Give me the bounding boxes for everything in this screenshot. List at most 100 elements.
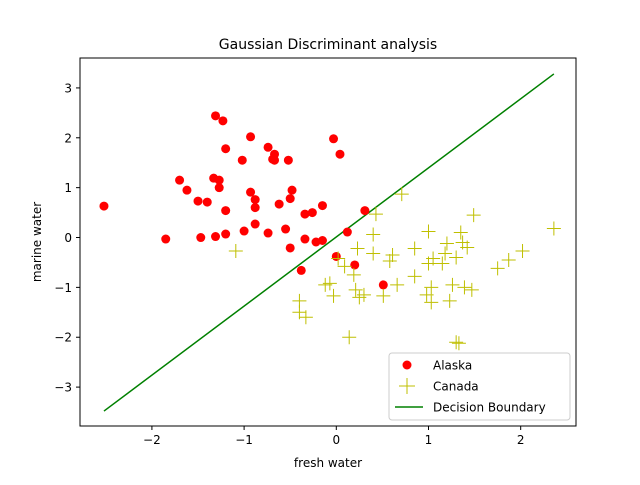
y-tick-label: 0 [64,231,72,245]
canada-point [490,261,505,276]
alaska-point [281,224,291,234]
legend-label-decision-boundary: Decision Boundary [433,401,546,415]
alaska-point [329,134,339,144]
canada-point [445,277,460,292]
canada-point [464,282,479,297]
canada-point [501,252,516,267]
alaska-point [239,226,249,236]
alaska-point [99,201,109,211]
alaska-point [161,234,171,244]
canada-point [368,207,383,222]
canada-point [424,295,439,310]
canada-point [348,282,363,297]
x-axis-ticks: −2 −1 0 1 2 [143,426,525,447]
alaska-point [307,208,317,218]
alaska-point [287,185,297,195]
canada-point [366,227,381,242]
canada-point [453,225,468,240]
canada-point [385,247,400,262]
alaska-point [221,206,231,216]
alaska-point [250,203,260,213]
canada-point [546,221,561,236]
alaska-point [214,183,224,193]
alaska-point [263,142,273,152]
alaska-point [317,236,327,246]
canada-point [466,208,481,223]
legend-marker-canada [399,378,415,394]
y-tick-label: 1 [64,181,72,195]
canada-point [421,224,436,239]
x-tick-label: 2 [517,433,525,447]
alaska-point [300,209,310,219]
canada-point [331,251,346,266]
alaska-point [285,243,295,253]
canada-point [460,240,475,255]
canada-point [342,330,357,345]
alaska-point [182,185,192,195]
alaska-point [300,234,310,244]
legend-marker-alaska [402,360,412,370]
alaska-point [196,233,206,243]
canada-point [407,269,422,284]
canada-point [228,243,243,258]
canada-point [322,276,337,291]
y-tick-label: −1 [54,281,72,295]
canada-point [407,241,422,256]
plot-frame [79,57,577,427]
plot-marks [99,73,561,412]
canada-point [449,250,464,265]
x-tick-label: −2 [143,433,161,447]
alaska-point [250,219,260,229]
alaska-point [378,280,388,290]
y-axis-label: marine water [30,202,44,282]
canada-point [515,243,530,258]
alaska-point [211,111,221,121]
alaska-point [250,195,260,205]
alaska-point [283,155,293,165]
y-tick-label: −2 [54,331,72,345]
canada-point [382,253,397,268]
y-tick-label: 3 [64,81,72,95]
x-tick-label: −1 [235,433,253,447]
alaska-point [360,206,370,216]
canada-point [435,256,450,271]
alaska-point [193,196,203,206]
alaska-point [317,201,327,211]
canada-point [394,187,409,202]
y-tick-label: 2 [64,131,72,145]
canada-point [449,335,464,350]
canada-point [337,259,352,274]
alaska-point [218,116,228,126]
canada-point [451,336,466,351]
canada-point [426,251,441,266]
y-tick-label: −3 [54,381,72,395]
y-axis-ticks: −3 −2 −1 0 1 2 3 [54,81,80,395]
canada-point [356,287,371,302]
alaska-point [221,229,231,239]
alaska-point [274,199,284,209]
alaska-point [296,265,306,275]
canada-point [326,288,341,303]
canada-point [350,241,365,256]
alaska-point [211,232,221,242]
canada-point [424,280,439,295]
legend-label-canada: Canada [433,380,479,394]
alaska-point [331,251,341,261]
chart-title: Gaussian Discriminant analysis [219,37,437,53]
legend-label-alaska: Alaska [433,359,472,373]
alaska-point [202,197,212,207]
canada-point [439,236,454,251]
x-axis-label: fresh water [294,456,362,470]
legend: Alaska Canada Decision Boundary [388,352,571,421]
alaska-point [214,175,224,185]
alaska-point [237,155,247,165]
x-tick-label: 0 [332,433,340,447]
alaska-point [350,260,360,270]
alaska-point [285,194,295,204]
alaska-point [221,144,231,154]
alaska-point [246,132,256,142]
alaska-point [342,227,352,237]
canada-point [419,287,434,302]
